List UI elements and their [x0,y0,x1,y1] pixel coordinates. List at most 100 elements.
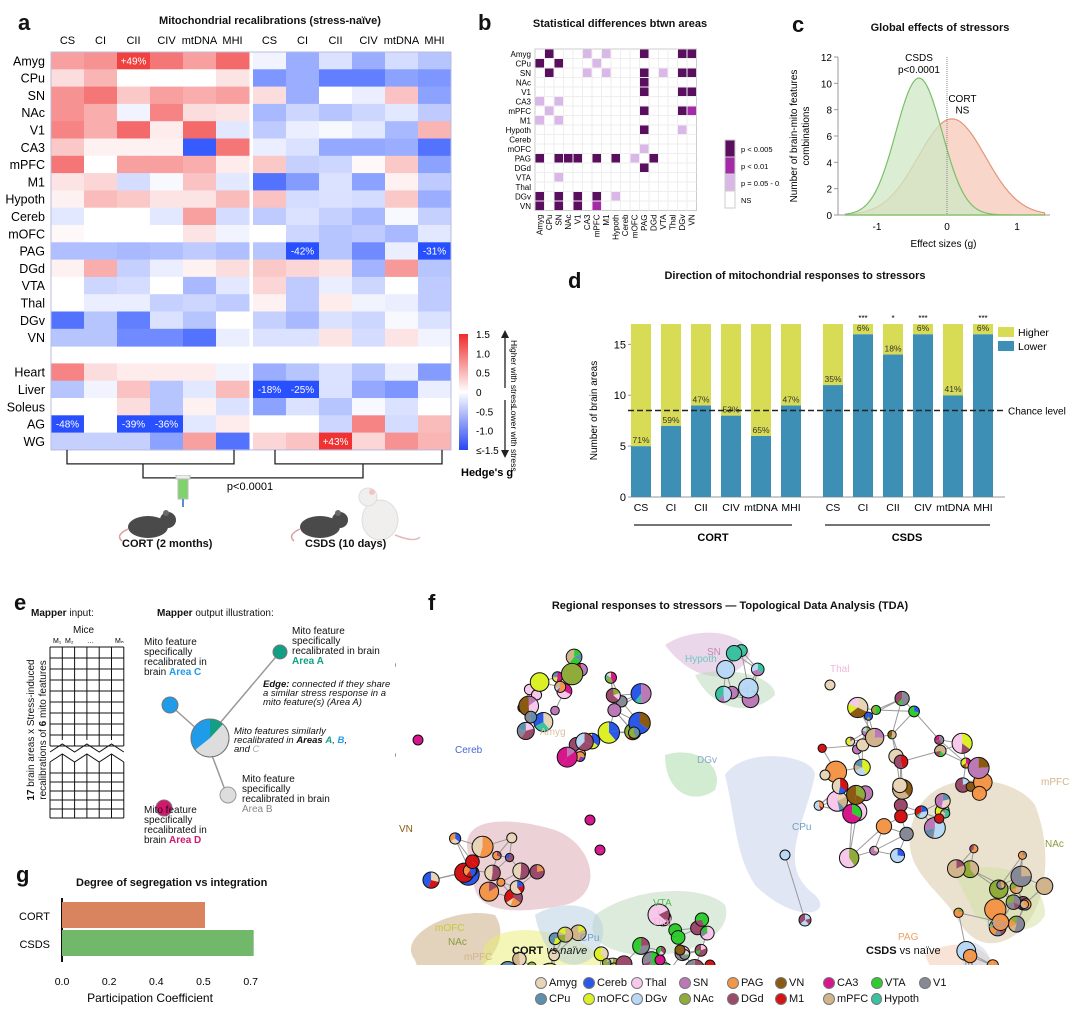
legend-swatch-icon [871,993,883,1005]
legend-swatch-icon [775,993,787,1005]
mice-column-label: … [87,638,94,645]
legend-swatch-icon [823,993,835,1005]
network-node [605,687,621,704]
heatmap-cell [352,328,386,347]
chance-level-label: Chance level [1008,407,1066,418]
heatmap-cell [84,242,118,261]
bar-higher [751,324,771,436]
legend-swatch-icon [583,977,595,989]
network-node [554,680,567,693]
heatmap-cell [352,86,386,105]
x-tick-label: -1 [873,222,882,233]
network-node [550,705,560,716]
matrix-cell [554,201,563,210]
heatmap-cell [385,311,419,330]
network-node [506,832,518,844]
heatmap-cell [253,52,287,70]
panel-a-label: a [18,10,31,35]
matrix-cell [554,173,563,182]
bar-label: 47% [782,394,799,404]
matrix-col-label: DGv [678,215,687,231]
heatmap-cell [117,415,151,434]
region-label-cort: VTA [653,898,672,909]
heatmap-cell [253,69,287,88]
matrix-cell [583,49,592,58]
colorbar-tick: 1.5 [476,330,490,341]
heatmap-cell [117,190,151,209]
heatmap-cell [286,242,320,261]
network-node [842,803,863,824]
heatmap-cell [253,155,287,174]
heatmap-cell [183,121,217,139]
heatmap-cell [286,155,320,174]
heatmap-cell [418,207,452,226]
heatmap-cell [117,225,151,243]
heatmap-cell [84,311,118,330]
heatmap-cell [117,363,151,382]
heatmap-cell [319,276,353,295]
heatmap-cell [352,294,386,312]
network-node [824,679,836,691]
legend-swatch [724,156,736,175]
matrix-cell [687,68,696,77]
network-node [685,959,705,965]
matrix-cell [687,49,696,58]
heatmap-cell [385,259,419,278]
panel-f-title: Regional responses to stressors — Topolo… [551,600,909,612]
heatmap-cell [51,52,85,70]
panel-c-label: c [792,12,805,37]
heatmap-cell [51,69,85,88]
x-tick-label: CI [858,502,869,514]
legend-label: VN [789,977,805,989]
heatmap-cell [418,69,452,88]
heatmap-cell [183,328,217,347]
network-node [670,930,686,945]
network-node [509,880,525,895]
heatmap-cell [319,86,353,105]
heatmap-cell [216,69,250,88]
colorbar-tick: -1.0 [476,427,494,438]
colorbar [459,334,468,450]
network-node [484,864,501,882]
matrix-cell [573,192,582,201]
y-tick-label: 12 [821,53,833,64]
legend-label-lower: Lower [1018,341,1047,353]
heatmap-cell [319,69,353,88]
heatmap-cell [286,380,320,399]
heatmap-cell [319,138,353,157]
heatmap-cell [418,432,452,451]
panel-e-label: e [14,590,27,615]
matrix-cell [545,49,554,58]
matrix-cell [640,106,649,115]
bar-higher [883,324,903,355]
heatmap-cell [352,207,386,226]
heatmap-cell [51,121,85,139]
csds-group-label: CSDS [892,532,923,544]
network-node [869,845,880,856]
matrix-cell [678,49,687,58]
legend-swatch-icon [679,993,691,1005]
heatmap-cell [352,363,386,382]
input-grid [49,646,125,819]
matrix-row-label: VN [520,202,531,211]
heatmap-cell [183,415,217,434]
network-node [1010,865,1032,888]
heatmap-cell [286,415,320,434]
legend-label: Thal [645,977,667,989]
heatmap-cell [253,398,287,416]
heatmap-cell [385,207,419,226]
network-node [518,695,540,717]
heatmap-cell [319,173,353,191]
network-node [647,903,671,926]
heatmap-cell [418,190,452,209]
heatmap-cell [418,121,452,139]
legend-label: VTA [885,977,906,989]
heatmap-cell [286,328,320,347]
heatmap-row-label: AG [27,418,45,432]
network-edge [784,854,806,921]
matrix-row-label: DGv [515,193,531,202]
heatmap-cell [286,138,320,157]
heatmap-cell [418,138,452,157]
x-tick-label: mtDNA [936,502,970,514]
panel-b-label: b [478,10,492,35]
